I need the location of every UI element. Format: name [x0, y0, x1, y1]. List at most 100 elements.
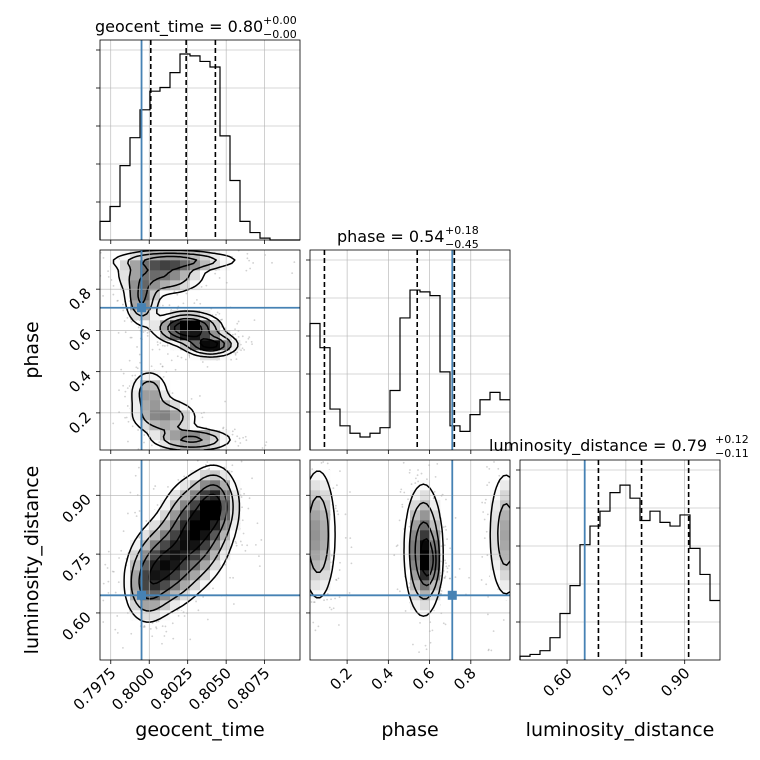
sample-point [444, 623, 447, 626]
sample-point [348, 592, 351, 594]
density-cell [170, 530, 181, 541]
sample-point [124, 395, 126, 398]
sample-point [443, 544, 446, 547]
density-cell [490, 520, 501, 531]
sample-point [237, 335, 240, 338]
sample-point [417, 480, 420, 483]
density-cell [210, 350, 221, 361]
sample-point [323, 599, 325, 602]
sample-point [243, 349, 246, 351]
density-cell [170, 260, 181, 271]
density-cell [130, 280, 141, 291]
sample-point [128, 359, 131, 362]
density-cell [220, 530, 231, 541]
sample-point [248, 259, 251, 262]
sample-point [134, 378, 136, 380]
density-cell [140, 420, 151, 431]
density-cell [130, 550, 141, 561]
sample-point [137, 326, 140, 329]
density-cell [500, 520, 510, 531]
sample-point [151, 622, 154, 624]
sample-point [402, 461, 405, 464]
sample-point [485, 530, 488, 533]
sample-point [335, 484, 338, 487]
density-cell [150, 390, 161, 401]
sample-point [107, 592, 110, 594]
density-cell [160, 570, 171, 581]
sample-point [235, 542, 238, 545]
sample-point [412, 643, 414, 646]
density-cell [150, 310, 161, 321]
density-cell [150, 430, 161, 441]
sample-point [240, 460, 243, 463]
sample-point [444, 525, 447, 528]
title-luminosity-distance: luminosity_distance = 0.79 [489, 436, 707, 456]
density-cell [200, 330, 211, 341]
sample-point [246, 257, 249, 260]
sample-point [245, 341, 248, 343]
density-cell [210, 560, 221, 571]
density-cell [140, 290, 151, 301]
sample-point [126, 405, 129, 407]
sample-point [158, 348, 161, 351]
sample-point [232, 576, 234, 579]
sample-point [218, 312, 221, 315]
density-cell [400, 540, 411, 551]
density-cell [180, 270, 191, 281]
sample-point [313, 601, 315, 603]
sample-point [201, 416, 204, 419]
sample-point [123, 320, 126, 322]
density-cell [190, 580, 201, 591]
sample-point [161, 365, 164, 368]
sample-point [339, 470, 341, 473]
density-cell [130, 290, 141, 301]
sample-point [114, 591, 117, 594]
density-cell [220, 520, 231, 531]
density-cell [160, 440, 171, 450]
sample-point [230, 338, 233, 341]
sample-point [197, 609, 200, 612]
sample-point [231, 433, 234, 436]
sample-point [127, 512, 129, 515]
sample-point [410, 483, 413, 486]
density-cell [160, 420, 171, 431]
density-cell [170, 570, 181, 581]
sample-point [183, 615, 186, 617]
sample-point [138, 510, 141, 512]
density-cell [170, 320, 181, 331]
histogram-phase [309, 289, 510, 450]
density-cell [490, 560, 501, 571]
sample-point [136, 346, 138, 348]
density-cell [210, 500, 221, 511]
density-cell [180, 510, 191, 521]
sample-point [146, 331, 149, 334]
sample-point [116, 300, 119, 302]
density-cell [160, 600, 171, 611]
density-cell [160, 390, 171, 401]
sample-point [468, 576, 470, 579]
sample-point [190, 397, 193, 400]
density-cell [120, 570, 131, 581]
sample-point [138, 353, 141, 356]
sample-point [234, 352, 237, 355]
sample-point [488, 467, 491, 470]
density-cell [410, 500, 421, 511]
sample-point [137, 466, 140, 469]
title-luminosity-distance-base: luminosity_distance = 0.79 [489, 436, 707, 456]
sample-point [247, 337, 250, 340]
tick-label-phase: 0.4 [368, 664, 398, 694]
sample-point [338, 624, 340, 626]
sample-point [182, 611, 185, 614]
sample-point [158, 441, 161, 444]
density-cell [150, 550, 161, 561]
sample-point [271, 261, 273, 264]
sample-point [349, 537, 352, 540]
sample-point [180, 356, 183, 359]
title-phase: phase = 0.54 [337, 227, 444, 246]
sample-point [244, 435, 247, 438]
sample-point [234, 328, 236, 331]
sample-point [218, 277, 221, 279]
density-cell [130, 400, 141, 411]
density-cell [150, 270, 161, 281]
sample-point [118, 411, 121, 414]
